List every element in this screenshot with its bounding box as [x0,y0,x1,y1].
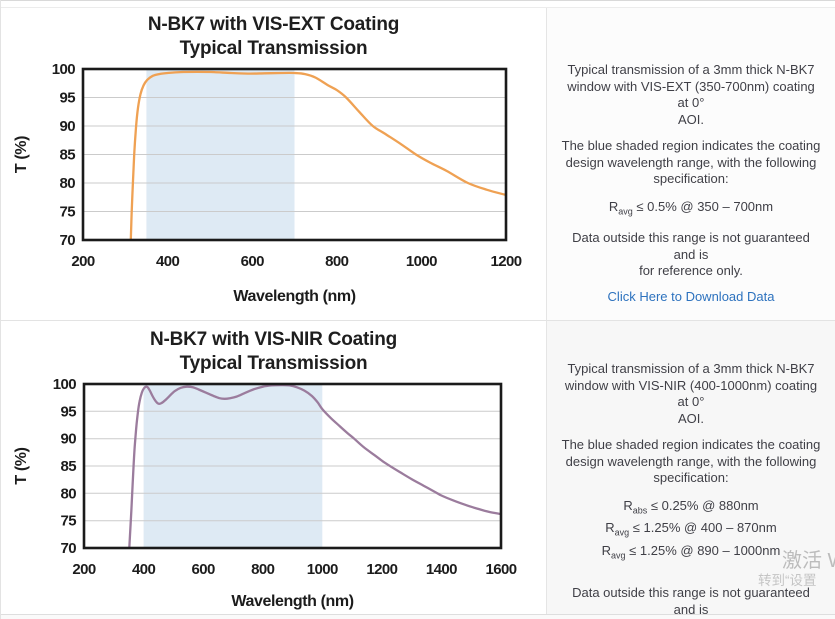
top-border-rules [1,0,835,8]
spec-lines: Rabs ≤ 0.25% @ 880nm Ravg ≤ 1.25% @ 400 –… [560,497,822,565]
svg-text:T (%): T (%) [13,136,30,173]
chart-cell-vis-nir: N-BK7 with VIS-NIR Coating Typical Trans… [1,320,546,614]
svg-text:70: 70 [61,540,77,557]
transmission-plot-vis-nir: 70 75 80 85 90 95 100 200 400 600 800 1000 1200 1400 1… [13,377,517,610]
panel-shaded-region-text: The blue shaded region indicates the coa… [561,437,821,485]
chart-title-line2: Typical Transmission [179,353,368,374]
svg-text:95: 95 [60,90,76,107]
info-panel-vis-ext: Typical transmission of a 3mm thick N-BK… [546,8,835,320]
chart-title-line2: Typical Transmission [179,38,368,59]
panel-description: Typical transmission of a 3mm thick N-BK… [567,62,815,127]
svg-text:95: 95 [61,403,77,420]
svg-text:85: 85 [61,458,77,475]
spec-line: Ravg ≤ 0.5% @ 350 – 700nm [608,198,774,217]
svg-text:200: 200 [71,253,94,270]
svg-text:1200: 1200 [366,561,397,578]
svg-text:90: 90 [60,118,76,135]
panel-note: Data outside this range is not guarantee… [572,230,810,279]
svg-text:80: 80 [61,485,77,502]
bottom-row-sliver [1,614,835,619]
info-panel-vis-nir: Typical transmission of a 3mm thick N-BK… [546,320,835,619]
transmission-plot-vis-ext: 70 75 80 85 90 95 100 200 400 600 800 1000 1200 Wavel… [13,61,522,305]
content-grid: N-BK7 with VIS-EXT Coating Typical Trans… [1,8,835,619]
chart-cell-vis-ext: N-BK7 with VIS-EXT Coating Typical Trans… [1,8,546,320]
svg-text:100: 100 [53,377,76,393]
svg-text:800: 800 [325,253,348,270]
svg-text:1400: 1400 [426,561,457,578]
svg-text:600: 600 [191,561,214,578]
chart-title-line1: N-BK7 with VIS-NIR Coating [149,329,398,350]
svg-text:80: 80 [60,175,76,192]
svg-text:400: 400 [132,561,155,578]
svg-text:1000: 1000 [307,561,338,578]
download-data-link[interactable]: Click Here to Download Data [607,288,775,304]
svg-text:75: 75 [61,513,77,530]
panel-shaded-region-text: The blue shaded region indicates the coa… [561,138,821,186]
svg-text:1000: 1000 [406,253,437,270]
spec-lines: Ravg ≤ 0.5% @ 350 – 700nm [560,198,822,221]
svg-text:Wavelength (nm): Wavelength (nm) [233,288,355,305]
panel-note: Data outside this range is not guarantee… [572,585,810,619]
panel-description: Typical transmission of a 3mm thick N-BK… [564,361,818,426]
svg-text:90: 90 [61,431,77,448]
svg-text:85: 85 [60,147,76,164]
svg-text:100: 100 [52,61,75,78]
svg-text:75: 75 [60,204,76,221]
svg-text:Wavelength (nm): Wavelength (nm) [231,593,353,610]
spec-line: Rabs ≤ 0.25% @ 880nm [623,497,759,516]
svg-text:600: 600 [241,253,264,270]
svg-text:800: 800 [251,561,274,578]
svg-text:200: 200 [72,561,95,578]
svg-text:1200: 1200 [491,253,522,270]
svg-text:400: 400 [156,253,179,270]
svg-text:1600: 1600 [486,561,517,578]
svg-text:70: 70 [60,232,76,249]
spec-line: Ravg ≤ 1.25% @ 400 – 870nm [605,520,777,538]
chart-title-vis-ext: N-BK7 with VIS-EXT Coating Typical Trans… [1,8,546,61]
svg-text:T (%): T (%) [13,447,30,484]
chart-title-vis-nir: N-BK7 with VIS-NIR Coating Typical Trans… [1,321,546,377]
spec-line: Ravg ≤ 1.25% @ 890 – 1000nm [601,542,781,561]
chart-title-line1: N-BK7 with VIS-EXT Coating [147,14,400,35]
